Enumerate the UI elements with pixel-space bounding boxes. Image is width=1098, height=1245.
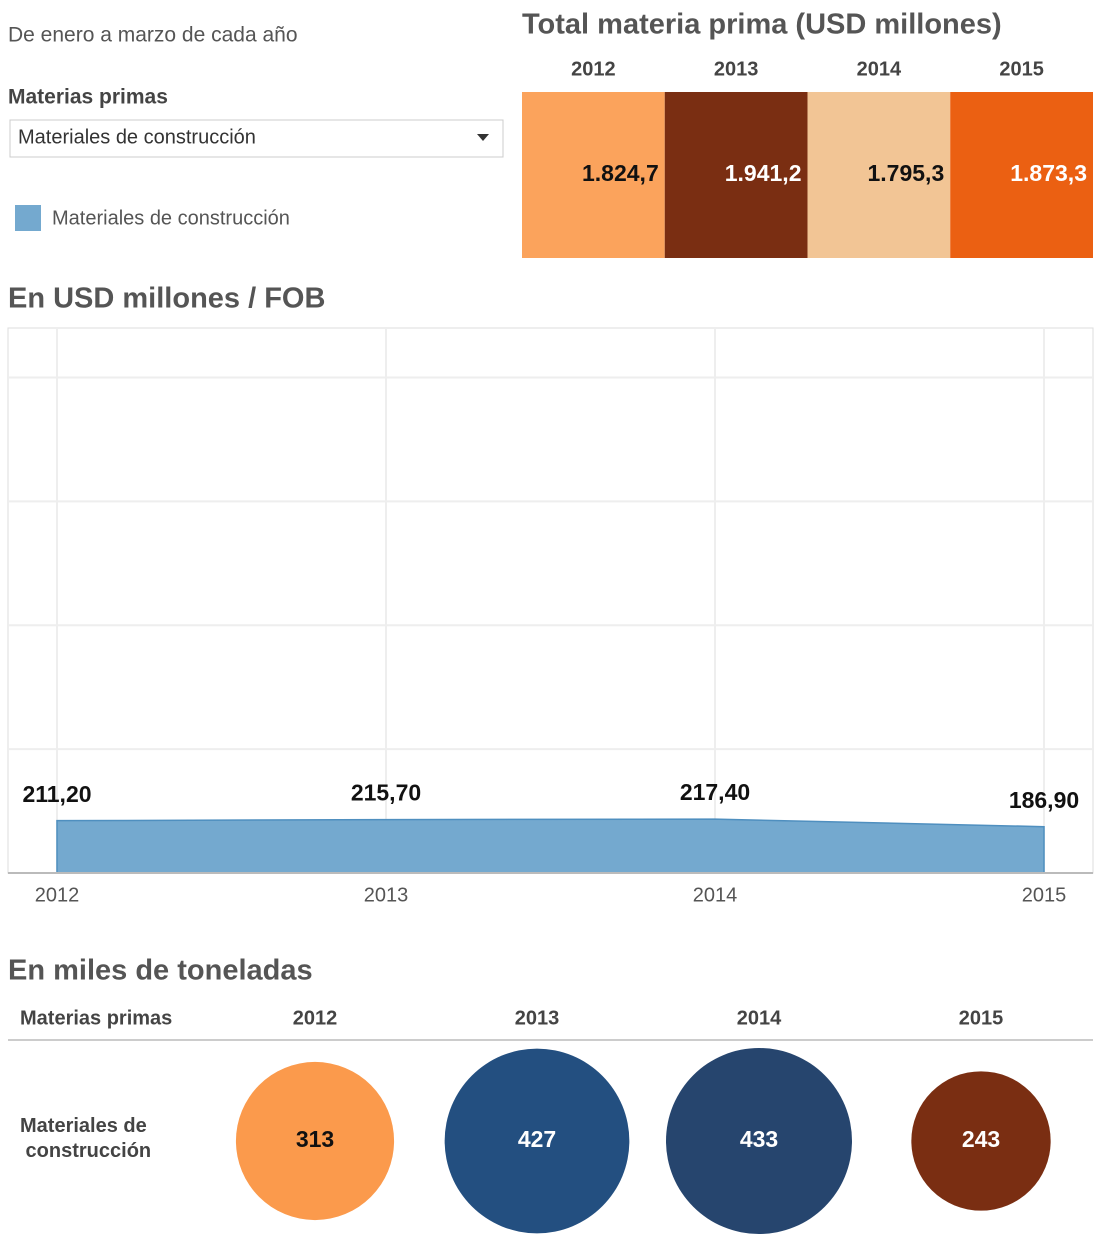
column-label: 2012 bbox=[293, 1007, 338, 1029]
value-label: 211,20 bbox=[22, 781, 91, 807]
legend-swatch bbox=[15, 205, 41, 231]
cell bbox=[664, 92, 808, 258]
x-tick-label: 2014 bbox=[693, 884, 738, 906]
x-tick-label: 2012 bbox=[35, 884, 80, 906]
value-label: 1.941,2 bbox=[725, 160, 802, 186]
cell bbox=[950, 92, 1093, 258]
value-label: 433 bbox=[740, 1126, 778, 1152]
row-label: Materiales de construcción bbox=[20, 1115, 151, 1162]
column-label: 2015 bbox=[959, 1007, 1004, 1029]
column-label: 2013 bbox=[515, 1007, 560, 1029]
value-label: 1.824,7 bbox=[582, 160, 659, 186]
chart-title: Total materia prima (USD millones) bbox=[522, 9, 1002, 41]
area bbox=[56, 818, 1045, 874]
bubble bbox=[911, 1071, 1051, 1211]
value-label: 217,40 bbox=[680, 779, 750, 805]
column-label: 2015 bbox=[999, 58, 1044, 80]
column-header: Materias primas bbox=[20, 1007, 172, 1029]
value-label: 215,70 bbox=[351, 780, 421, 806]
dropdown[interactable] bbox=[9, 119, 504, 158]
column-label: 2014 bbox=[857, 58, 902, 80]
x-tick-label: 2015 bbox=[1022, 884, 1067, 906]
column-label: 2014 bbox=[737, 1007, 782, 1029]
value-label: 313 bbox=[296, 1126, 334, 1152]
plot-frame bbox=[7, 327, 1094, 874]
bubble bbox=[444, 1048, 630, 1234]
value-label: 1.873,3 bbox=[1010, 160, 1087, 186]
filter-label: Materias primas bbox=[8, 86, 168, 109]
bubble bbox=[666, 1048, 852, 1234]
dropdown-value[interactable]: Materiales de construcción bbox=[18, 126, 256, 148]
bubble bbox=[235, 1061, 395, 1221]
value-label: 427 bbox=[518, 1126, 556, 1152]
value-label: 243 bbox=[962, 1126, 1000, 1152]
chart-title: En miles de toneladas bbox=[8, 955, 313, 987]
column-label: 2012 bbox=[571, 58, 616, 80]
value-label: 1.795,3 bbox=[868, 160, 945, 186]
subtitle: De enero a marzo de cada año bbox=[8, 24, 298, 47]
cell bbox=[807, 92, 951, 258]
value-label: 186,90 bbox=[1009, 787, 1079, 813]
legend-label: Materiales de construcción bbox=[52, 207, 290, 229]
cell bbox=[522, 92, 665, 258]
chart-title: En USD millones / FOB bbox=[8, 283, 325, 315]
column-label: 2013 bbox=[714, 58, 759, 80]
dropdown-arrow[interactable] bbox=[477, 134, 489, 141]
x-tick-label: 2013 bbox=[364, 884, 409, 906]
